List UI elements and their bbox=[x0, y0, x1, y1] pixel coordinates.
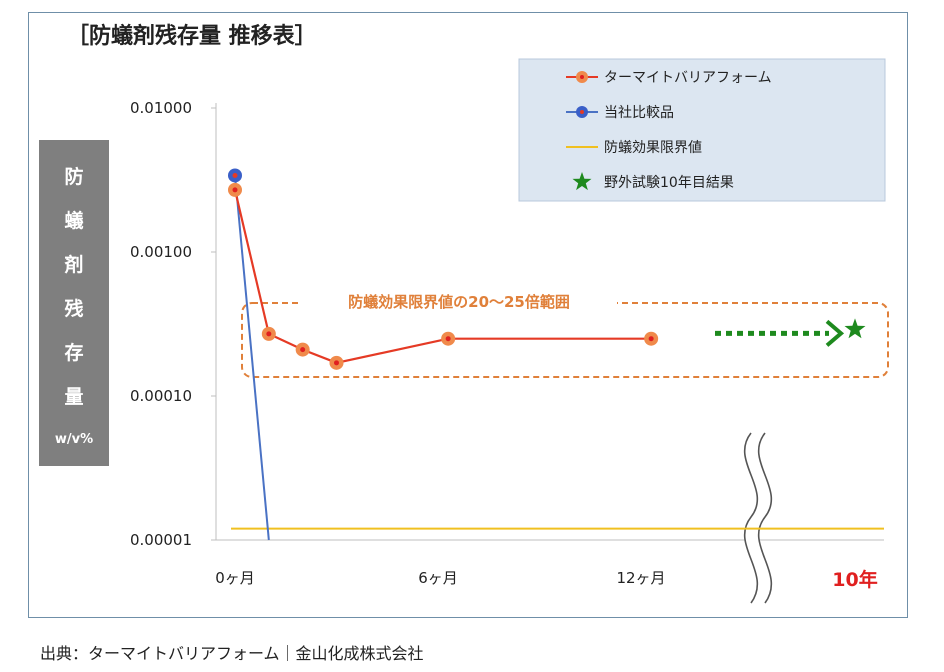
axis-break-line bbox=[744, 432, 758, 604]
y-axis-label-box: 防蟻剤残存量 w/v% bbox=[39, 140, 109, 466]
axes: 0.01000 0.00100 0.00010 0.00001 0ヶ月 6ヶ月 12ヶ月 10… bbox=[130, 99, 884, 604]
legend-item: ターマイトバリアフォーム bbox=[566, 70, 772, 86]
legend-label: 野外試験10年目結果 bbox=[604, 175, 734, 191]
legend-item: 野外試験10年目結果 bbox=[572, 172, 734, 191]
legend-swatch-dot bbox=[580, 110, 584, 114]
chart-title: ［防蟻剤残存量 推移表］ bbox=[67, 23, 317, 49]
range-label: 防蟻効果限界値の20～25倍範囲 bbox=[348, 293, 570, 311]
x-tick-label: 6ヶ月 bbox=[418, 569, 458, 587]
termite-point-dot bbox=[648, 336, 654, 342]
field-arrow-head bbox=[825, 319, 845, 347]
y-tick-label: 0.00001 bbox=[130, 531, 192, 549]
y-tick-label: 0.01000 bbox=[130, 99, 192, 117]
legend-swatch-star bbox=[572, 172, 592, 191]
y-label-char: 剤 bbox=[63, 253, 83, 276]
termite-point-dot bbox=[300, 347, 306, 353]
field-result-star bbox=[844, 318, 866, 339]
range-label-bg bbox=[301, 289, 617, 313]
termite-point-dot bbox=[445, 336, 451, 342]
competitor-line bbox=[234, 175, 270, 541]
axis-break-line bbox=[758, 432, 772, 604]
series-layer bbox=[228, 168, 884, 541]
y-label-char: 防 bbox=[64, 165, 83, 188]
legend-label: 当社比較品 bbox=[604, 105, 674, 121]
legend-label: ターマイトバリアフォーム bbox=[604, 70, 772, 86]
y-label-char: 残 bbox=[64, 297, 83, 320]
source-caption: 出典：ターマイトバリアフォーム｜金山化成株式会社 bbox=[40, 644, 424, 663]
termite-point-dot bbox=[266, 331, 272, 337]
y-label-char: 存 bbox=[64, 341, 83, 364]
legend-item: 当社比較品 bbox=[566, 105, 674, 121]
y-label-background bbox=[39, 140, 109, 466]
y-label-unit: w/v% bbox=[55, 432, 93, 447]
legend-label: 防蟻効果限界値 bbox=[604, 139, 702, 156]
range-annotation: 防蟻効果限界値の20～25倍範囲 bbox=[241, 289, 889, 378]
x-tick-label: 12ヶ月 bbox=[616, 569, 665, 587]
axis-break-fill bbox=[744, 433, 772, 603]
termite-point-dot bbox=[232, 187, 238, 193]
chart-frame: ［防蟻剤残存量 推移表］ 防蟻剤残存量 w/v% 0.01000 0.00100 0.… bbox=[28, 12, 908, 618]
y-label-char: 蟻 bbox=[64, 209, 83, 232]
termite-line bbox=[233, 189, 652, 364]
y-label-char: 量 bbox=[64, 386, 83, 408]
legend-item: 防蟻効果限界値 bbox=[566, 139, 702, 156]
competitor-point-dot bbox=[232, 172, 238, 178]
x-break-label: 10年 bbox=[832, 568, 877, 591]
y-tick-label: 0.00100 bbox=[130, 243, 192, 261]
x-tick-label: 0ヶ月 bbox=[215, 569, 255, 587]
legend-box bbox=[518, 58, 886, 202]
legend-swatch-dot bbox=[580, 75, 584, 79]
y-tick-label: 0.00010 bbox=[130, 387, 192, 405]
termite-point-dot bbox=[334, 360, 339, 366]
